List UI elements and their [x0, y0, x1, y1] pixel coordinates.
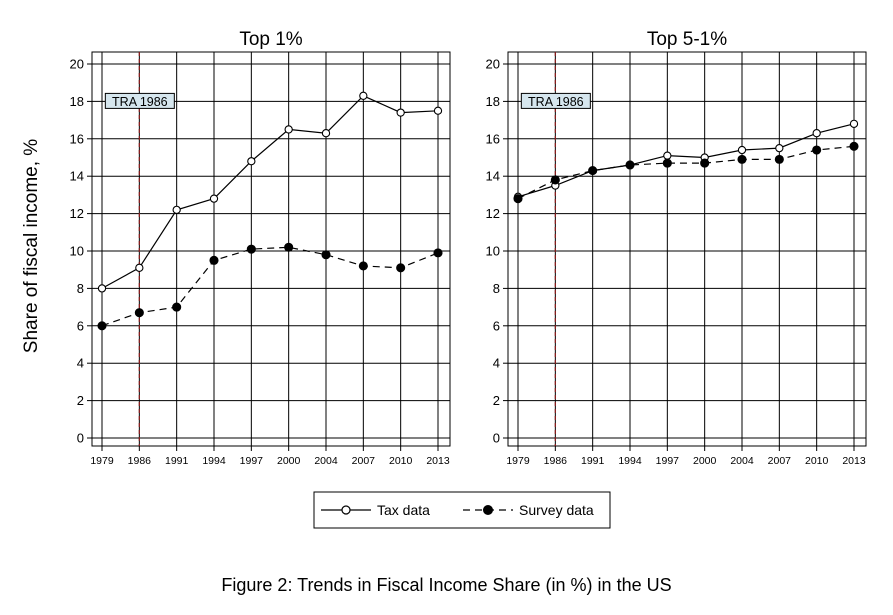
x-tick-label: 2004 [314, 455, 338, 467]
plot-area [507, 51, 867, 447]
x-tick-label: 2010 [805, 455, 829, 467]
chart-panel-top5-1: Top 5-1% 0 2 4 6 8 10 12 14 16 18 20 1979 1986 1991 199… [486, 29, 867, 467]
y-tick-label: 16 [70, 131, 84, 146]
x-tick-label: 1997 [240, 455, 264, 467]
x-tick-label: 2000 [693, 455, 717, 467]
y-tick-label: 2 [493, 393, 500, 408]
y-tick-label: 10 [486, 244, 500, 259]
annotation-box [104, 92, 175, 109]
data-point-tax-data [172, 205, 181, 215]
y-tick-label: 14 [70, 169, 84, 184]
data-point-tax-data [775, 143, 784, 153]
x-tick-label: 2013 [842, 455, 866, 467]
x-tick-label: 1997 [656, 455, 680, 467]
annotation-box [520, 92, 591, 109]
y-tick-label: 0 [77, 431, 84, 446]
series-line-survey-data [517, 145, 855, 200]
data-point-tax-data [849, 119, 859, 128]
data-point-survey-data [433, 248, 443, 258]
annotation-label: TRA 1986 [528, 95, 584, 109]
x-tick-label: 2007 [768, 455, 792, 467]
legend-survey-marker [483, 505, 493, 515]
data-point-tax-data [135, 263, 144, 272]
data-point-survey-data [97, 321, 107, 331]
y-tick-label: 20 [486, 57, 500, 72]
data-point-survey-data [812, 145, 822, 155]
series-line-survey-data [101, 246, 439, 327]
y-tick-label: 0 [493, 431, 500, 446]
legend-tax-marker [341, 505, 351, 515]
data-point-tax-data [433, 106, 443, 115]
x-tick-label: 1994 [202, 455, 226, 467]
y-tick-label: 14 [486, 169, 500, 184]
data-point-survey-data [849, 141, 859, 151]
data-point-tax-data [663, 151, 672, 160]
y-axis-label: Share of fiscal income, % [21, 139, 42, 353]
x-tick-label: 2007 [352, 455, 376, 467]
x-tick-label: 1991 [581, 455, 605, 467]
legend-survey-label: Survey data [519, 502, 594, 518]
data-point-survey-data [209, 255, 219, 265]
data-point-tax-data [247, 157, 256, 166]
x-tick-label: 2000 [277, 455, 301, 467]
data-point-tax-data [737, 145, 747, 155]
x-tick-label: 2004 [730, 455, 754, 467]
y-tick-label: 20 [70, 57, 84, 72]
y-tick-label: 2 [77, 393, 84, 408]
y-tick-label: 6 [493, 318, 500, 333]
data-point-survey-data [662, 158, 672, 168]
data-point-survey-data [625, 160, 635, 170]
data-point-survey-data [588, 166, 598, 176]
data-point-survey-data [358, 261, 368, 271]
x-tick-label: 2013 [426, 455, 450, 467]
data-point-survey-data [737, 154, 747, 164]
data-point-survey-data [246, 244, 256, 254]
data-point-tax-data [284, 125, 293, 134]
x-tick-label: 1991 [165, 455, 189, 467]
y-tick-label: 4 [493, 356, 500, 371]
chart-title: Top 5-1% [647, 29, 727, 50]
figure-caption: Figure 2: Trends in Fiscal Income Share … [221, 575, 672, 595]
data-point-tax-data [97, 284, 107, 293]
x-tick-label: 1986 [128, 455, 152, 467]
y-tick-label: 12 [486, 206, 500, 221]
y-tick-label: 10 [70, 244, 84, 259]
x-tick-label: 1979 [90, 455, 114, 467]
data-point-tax-data [396, 108, 405, 117]
data-point-survey-data [134, 308, 144, 318]
data-point-survey-data [396, 263, 406, 273]
data-point-tax-data [359, 91, 368, 100]
series-line-tax-data [101, 95, 439, 289]
x-tick-label: 1986 [544, 455, 568, 467]
legend-tax-label: Tax data [377, 502, 430, 518]
data-point-tax-data [209, 194, 219, 203]
y-tick-label: 4 [77, 356, 84, 371]
x-tick-label: 1979 [506, 455, 530, 467]
y-tick-label: 8 [493, 281, 500, 296]
chart-title: Top 1% [239, 29, 302, 50]
y-tick-label: 18 [486, 94, 500, 109]
data-point-survey-data [700, 158, 710, 168]
annotation-label: TRA 1986 [112, 95, 168, 109]
data-point-survey-data [321, 250, 331, 260]
y-tick-label: 6 [77, 318, 84, 333]
data-point-survey-data [513, 194, 523, 204]
legend: Tax data Survey data [313, 491, 611, 529]
data-point-survey-data [172, 302, 182, 312]
y-tick-label: 12 [70, 206, 84, 221]
data-point-survey-data [284, 242, 294, 252]
chart-panel-top1: Top 1% 0 2 4 6 8 10 12 14 16 18 20 1979 1986 1991 1994 1… [70, 29, 451, 467]
x-tick-label: 1994 [618, 455, 642, 467]
data-point-tax-data [812, 129, 821, 138]
data-point-survey-data [550, 175, 560, 185]
series-line-tax-data [517, 123, 855, 198]
y-tick-label: 16 [486, 131, 500, 146]
data-point-tax-data [321, 129, 331, 138]
y-tick-label: 18 [70, 94, 84, 109]
x-tick-label: 2010 [389, 455, 413, 467]
y-tick-label: 8 [77, 281, 84, 296]
data-point-survey-data [774, 154, 784, 164]
